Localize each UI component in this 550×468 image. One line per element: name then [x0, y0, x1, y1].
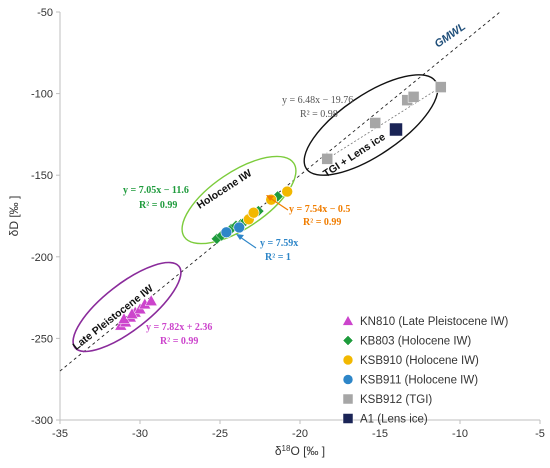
series-0-point	[125, 307, 139, 319]
y-axis-title: δD [‰ ]	[7, 196, 21, 237]
series-3-point	[220, 226, 233, 239]
legend-marker-3	[342, 374, 354, 385]
ksb910-regression-equation: y = 7.54x − 0.5	[289, 204, 350, 215]
overlays	[59, 11, 501, 372]
legend-marker-0	[342, 314, 354, 326]
axes: -300 -250 -200 -150 -100 -50 -35 -30 -25 -20 -15 -1…	[7, 7, 545, 458]
gmwl-label: GMWL	[433, 20, 469, 50]
holocene-iw-ellipse	[181, 155, 297, 245]
holocene-iw-label: Holocene IW	[195, 167, 254, 211]
x-tick-label: -30	[132, 428, 148, 440]
ksb910-arrowhead	[266, 195, 274, 201]
series-0-point	[144, 294, 158, 306]
holocene-regression-equation: y = 7.05x − 11.6	[123, 185, 189, 196]
y-tick-label: -150	[31, 170, 53, 182]
annotations: y = 6.48x − 19.76 R² = 0.98 y = 7.05x − 11…	[71, 20, 469, 352]
ksb911-arrow	[239, 236, 257, 249]
series-4-point	[369, 117, 381, 129]
legend-label-4: KSB912 (TGI)	[360, 394, 432, 406]
late-pleistocene-regression-r2: R² = 0.99	[160, 336, 198, 347]
x-tick-label: -35	[52, 428, 68, 440]
legend-label-5: A1 (Lens ice)	[360, 414, 428, 426]
x-tick-label: -15	[372, 428, 388, 440]
legend-marker-2	[342, 354, 354, 366]
legend-marker-5	[342, 413, 354, 424]
ksb910-regression-r2: R² = 0.99	[303, 217, 341, 228]
y-tick-label: -300	[31, 415, 53, 427]
series-2-point	[247, 206, 260, 219]
legend: KN810 (Late Pleistocene IW) KB803 (Holoce…	[342, 314, 508, 426]
ksb911-regression-equation: y = 7.59x	[260, 238, 298, 249]
legend-marker-1	[342, 335, 354, 346]
data-marks	[114, 81, 447, 331]
series-4-point	[407, 91, 420, 103]
x-tick-label: -10	[452, 428, 468, 440]
x-tick-label: -20	[292, 428, 308, 440]
legend-label-2: KSB910 (Holocene IW)	[360, 355, 479, 367]
ksb911-arrowhead	[236, 234, 244, 240]
legend-label-3: KSB911 (Holocene IW)	[360, 375, 478, 387]
y-tick-label: -250	[31, 333, 53, 345]
tgi-regression-r2: R² = 0.98	[300, 109, 338, 120]
ksb911-regression-r2: R² = 1	[265, 252, 291, 263]
x-tick-label: -25	[212, 428, 228, 440]
series-4-point	[321, 153, 333, 165]
legend-label-0: KN810 (Late Pleistocene IW)	[360, 316, 508, 328]
late-pleistocene-iw-ellipse	[72, 261, 182, 353]
ksb910-arrow	[269, 197, 289, 211]
tgi-regression-equation: y = 6.48x − 19.76	[282, 95, 353, 106]
gmwl-reference-line	[59, 11, 501, 372]
holocene-regression-r2: R² = 0.99	[139, 200, 177, 211]
legend-marker-4	[342, 393, 354, 405]
y-tick-label: -200	[31, 252, 53, 264]
series-5-point	[389, 122, 403, 137]
legend-label-1: KB803 (Holocene IW)	[360, 336, 471, 348]
x-tick-label: -5	[535, 428, 545, 440]
y-tick-label: -100	[31, 89, 53, 101]
y-tick-label: -50	[37, 7, 53, 19]
x-axis-title: δ18O [‰ ]	[275, 444, 325, 459]
series-3-point	[233, 221, 245, 234]
series-4-point	[435, 81, 447, 93]
series-2-point	[281, 185, 294, 198]
late-pleistocene-regression-equation: y = 7.82x + 2.36	[146, 322, 212, 333]
